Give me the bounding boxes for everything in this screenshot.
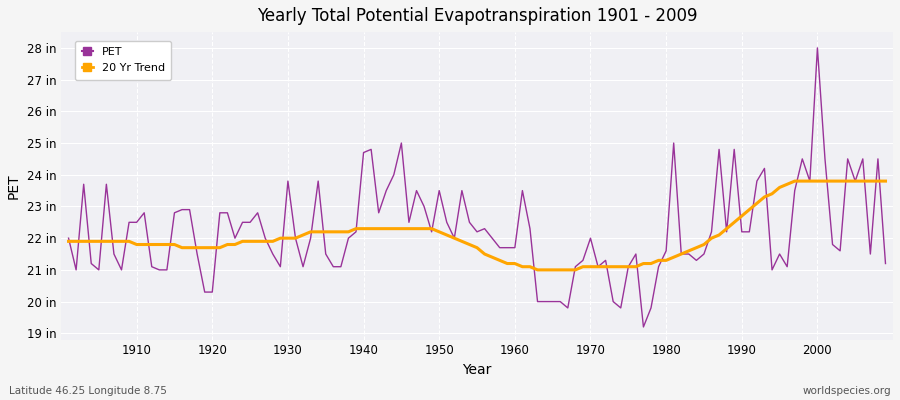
Text: Latitude 46.25 Longitude 8.75: Latitude 46.25 Longitude 8.75 <box>9 386 166 396</box>
Legend: PET, 20 Yr Trend: PET, 20 Yr Trend <box>75 41 171 80</box>
X-axis label: Year: Year <box>463 363 491 377</box>
Text: worldspecies.org: worldspecies.org <box>803 386 891 396</box>
Title: Yearly Total Potential Evapotranspiration 1901 - 2009: Yearly Total Potential Evapotranspiratio… <box>256 7 698 25</box>
Y-axis label: PET: PET <box>7 173 21 199</box>
